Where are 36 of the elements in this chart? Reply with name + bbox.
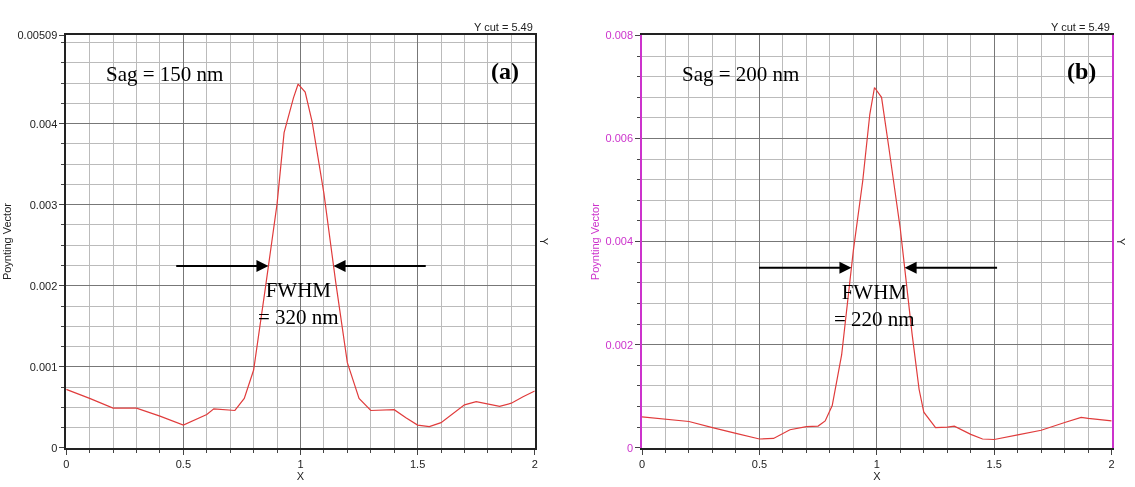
- y-tick-label: 0.00509: [17, 29, 58, 42]
- y-tick-label: 0.004: [605, 235, 634, 248]
- y-tick-label: 0.002: [29, 279, 58, 292]
- x-tick-label: 1: [297, 457, 304, 470]
- y-tick-label: 0.002: [605, 338, 634, 351]
- annotation: FWHM = 220 nm: [834, 280, 915, 332]
- y-tick-label: 0.004: [29, 117, 58, 130]
- chart-subtitle: Y cut = 5.49: [1051, 21, 1110, 33]
- y-axis-title: Poynting Vector: [0, 202, 13, 281]
- x-tick-label: 2: [1108, 457, 1115, 470]
- x-tick-label: 0: [638, 457, 646, 470]
- y-tick-label: 0: [626, 441, 634, 454]
- x-axis-title: X: [873, 469, 882, 482]
- line-series: [642, 86, 1112, 441]
- y-axis-title: Poynting Vector: [588, 202, 601, 281]
- x-tick-label: 1: [873, 457, 880, 470]
- x-tick-label: 1.5: [409, 457, 426, 470]
- x-tick-label: 2: [531, 457, 538, 470]
- annotation: Sag = 150 nm: [106, 62, 224, 86]
- y-tick-label: 0: [51, 441, 58, 454]
- y-tick-label: 0.003: [29, 198, 58, 211]
- x-tick-label: 0: [63, 457, 70, 470]
- chart-subtitle: Y cut = 5.49: [474, 21, 533, 33]
- y-tick-label: 0.008: [605, 29, 634, 42]
- text: (a): [491, 58, 519, 84]
- y2-axis-title: Y: [1115, 237, 1128, 246]
- x-tick-label: 0.5: [175, 457, 191, 470]
- y-tick-label: 0.001: [29, 360, 58, 373]
- annotation: Sag = 200 nm: [682, 62, 800, 86]
- annotation: FWHM = 320 nm: [258, 278, 339, 330]
- x-axis-title: X: [296, 469, 305, 482]
- x-tick-label: 0.5: [751, 457, 768, 470]
- text: (b): [1067, 58, 1097, 84]
- y-tick-label: 0.006: [605, 132, 634, 145]
- x-tick-label: 1.5: [986, 457, 1002, 470]
- y2-axis-title: Y: [538, 237, 551, 246]
